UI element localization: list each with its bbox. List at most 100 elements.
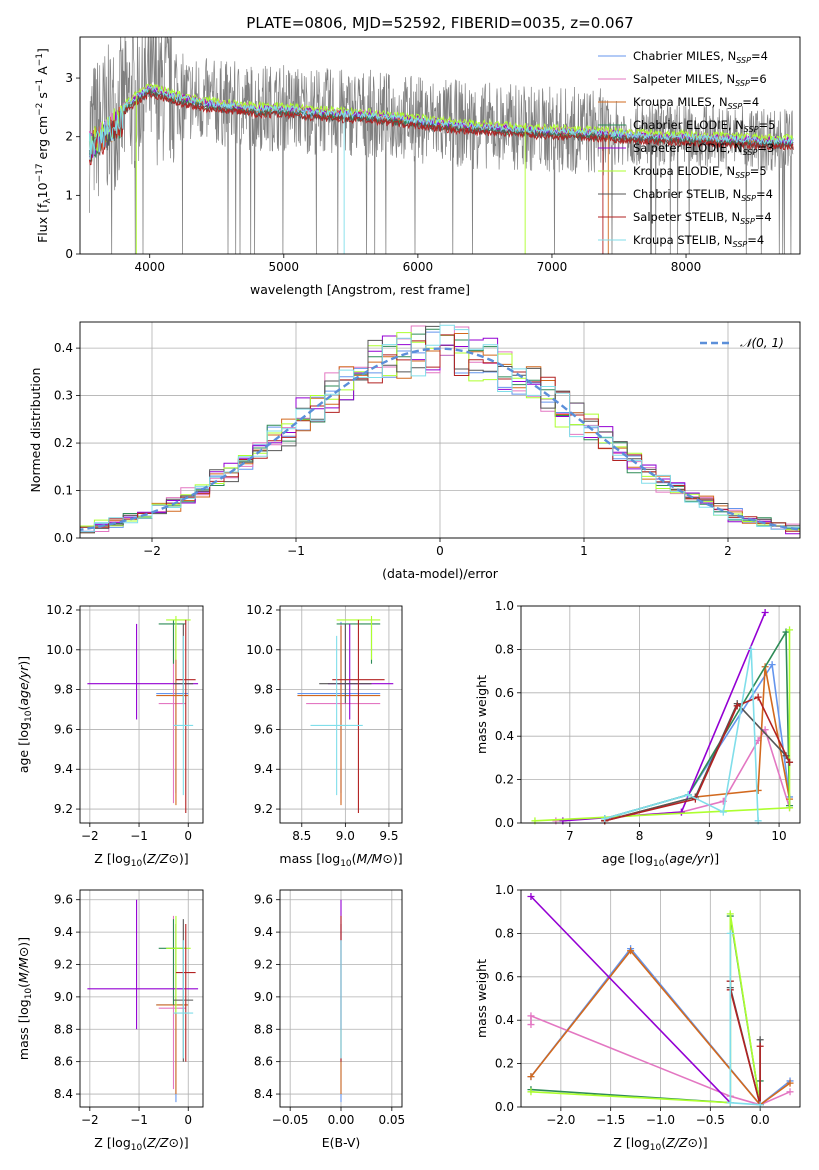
axes-frame	[279, 889, 403, 1108]
y-tick-label: 0.2	[495, 773, 514, 787]
y-tick-label: 9.2	[54, 802, 73, 816]
x-axis-label: E(B-V)	[322, 1135, 361, 1150]
x-tick-label: −0.5	[696, 1113, 725, 1127]
y-axis-label: Flux [fλ10−17 erg cm−2 s−1 A−1]	[35, 48, 53, 243]
errorbar-salpeter-stelib	[175, 924, 196, 1062]
y-tick-label: 0	[65, 247, 73, 261]
y-tick-label: 8.4	[54, 1087, 73, 1101]
errorbar-kroupa-elodie	[166, 915, 191, 1014]
weight-point-marker	[754, 693, 762, 701]
errorbar-salpeter-stelib	[175, 619, 196, 814]
errorbar-kroupa-stelib	[310, 635, 363, 796]
spectrum-panel: 4000 5000 6000 7000 8000 0 1 2 3 wavelength [Angs…	[35, 36, 801, 297]
errorbar-salpeter-miles	[158, 915, 186, 1090]
y-tick-label: 9.8	[54, 683, 73, 697]
y-tick-label: 9.6	[54, 722, 73, 736]
axes-frame	[79, 889, 204, 1108]
x-tick-label: 1	[580, 544, 588, 558]
normal-reference-curve	[80, 347, 800, 531]
x-tick-label: −1	[287, 544, 305, 558]
y-tick-label: 0.8	[495, 926, 514, 940]
y-tick-label: 1.0	[495, 883, 514, 897]
errorbar-chabrier-miles	[297, 621, 381, 794]
y-tick-label: 0.4	[495, 729, 514, 743]
weight-point-marker	[756, 1036, 764, 1044]
x-axis-label: age [log10(age/yr)]	[602, 851, 719, 869]
errorbar-salpeter-elodie	[87, 899, 199, 1030]
weight-point-marker	[527, 893, 535, 901]
weight-point-marker	[786, 804, 794, 812]
axes-frame	[279, 605, 403, 824]
x-tick-label: −0.05	[272, 1113, 309, 1127]
residuals-panel: −2 −1 0 1 2 0.0 0.1 0.2 0.3 0.4 (data-model)/error…	[28, 321, 801, 581]
x-axis-label: wavelength [Angstrom, rest frame]	[250, 282, 470, 297]
errorbar-chabrier-stelib	[319, 623, 372, 704]
weight-line-3	[530, 915, 761, 1105]
weight-point-marker	[684, 791, 692, 799]
spectrum-curves	[88, 37, 794, 254]
errorbar-chabrier-elodie	[158, 619, 186, 664]
legend-label-3: Chabrier ELODIE, NSSP=5	[633, 118, 775, 134]
figure-title: PLATE=0806, MJD=52592, FIBERID=0035, z=0…	[246, 14, 633, 32]
errorbar-salpeter-miles	[306, 623, 381, 804]
x-tick-label: 8000	[671, 260, 702, 274]
x-tick-label: 10	[771, 829, 786, 843]
y-tick-label: 1	[65, 188, 73, 202]
y-tick-label: 9.2	[54, 957, 73, 971]
histogram-step-8	[80, 324, 800, 536]
y-axis-label: mass [log10(M/M⊙)]	[16, 937, 34, 1060]
errorbar-kroupa-miles	[297, 625, 381, 806]
y-tick-label: 9.0	[54, 990, 73, 1004]
x-tick-label: 4000	[134, 260, 165, 274]
y-tick-label: 0.2	[54, 436, 73, 450]
x-axis-label: Z [log10(Z/Z⊙)]	[94, 1135, 188, 1153]
x-tick-label: 9	[706, 829, 714, 843]
axes-frame	[520, 605, 801, 824]
x-tick-label: 9.5	[379, 829, 398, 843]
x-tick-label: 8	[636, 829, 644, 843]
x-tick-label: 5000	[269, 260, 300, 274]
x-tick-label: −1.0	[646, 1113, 675, 1127]
y-tick-label: 1.0	[495, 599, 514, 613]
y-axis-label: age [log10(age/yr)]	[16, 656, 34, 773]
weight-point-marker	[756, 1042, 764, 1050]
y-tick-label: 9.0	[254, 990, 273, 1004]
age-vs-Z-panel: −2 −1 0 9.2 9.4 9.6 9.8 10.0 10.2 Z [log10(Z/Z⊙)]…	[16, 603, 204, 869]
y-tick-label: 0.0	[54, 531, 73, 545]
x-tick-label: 7	[566, 829, 574, 843]
weight-line-2	[530, 949, 791, 1106]
errorbar-kroupa-stelib	[173, 940, 194, 1059]
x-tick-label: 0.05	[378, 1113, 405, 1127]
weight-point-marker	[726, 929, 734, 937]
legend-label-6: Chabrier STELIB, NSSP=4	[633, 187, 773, 203]
legend-label-0: Chabrier MILES, NSSP=4	[633, 49, 768, 65]
errorbar-salpeter-miles	[158, 623, 186, 804]
weight-point-marker	[747, 645, 755, 653]
x-tick-label: 8.5	[292, 829, 311, 843]
y-tick-label: 9.6	[254, 893, 273, 907]
weight-point-marker	[761, 609, 769, 617]
y-tick-label: 2	[65, 130, 73, 144]
y-tick-label: 0.0	[495, 816, 514, 830]
x-axis-label: Z [log10(Z/Z⊙)]	[613, 1135, 707, 1153]
axes-frame	[79, 321, 801, 539]
model-fit-line-5	[88, 83, 794, 154]
y-tick-label: 0.2	[495, 1057, 514, 1071]
weight-point-marker	[527, 1073, 535, 1081]
x-axis-label: Z [log10(Z/Z⊙)]	[94, 851, 188, 869]
y-tick-label: 9.2	[254, 957, 273, 971]
weight-point-marker	[786, 1079, 794, 1087]
x-axis-label: (data-model)/error	[382, 566, 499, 581]
y-tick-label: 10.0	[246, 643, 273, 657]
weight-line-5	[530, 913, 761, 1105]
legend-label-1: Salpeter MILES, NSSP=6	[633, 72, 767, 88]
y-tick-label: 3	[65, 71, 73, 85]
y-tick-label: 10.2	[46, 603, 73, 617]
y-axis-label: mass weight	[474, 675, 489, 754]
weight-point-marker	[527, 1012, 535, 1020]
y-tick-label: 8.8	[54, 1022, 73, 1036]
legend-label-5: Kroupa ELODIE, NSSP=5	[633, 164, 767, 180]
x-tick-label: −2.0	[546, 1113, 575, 1127]
